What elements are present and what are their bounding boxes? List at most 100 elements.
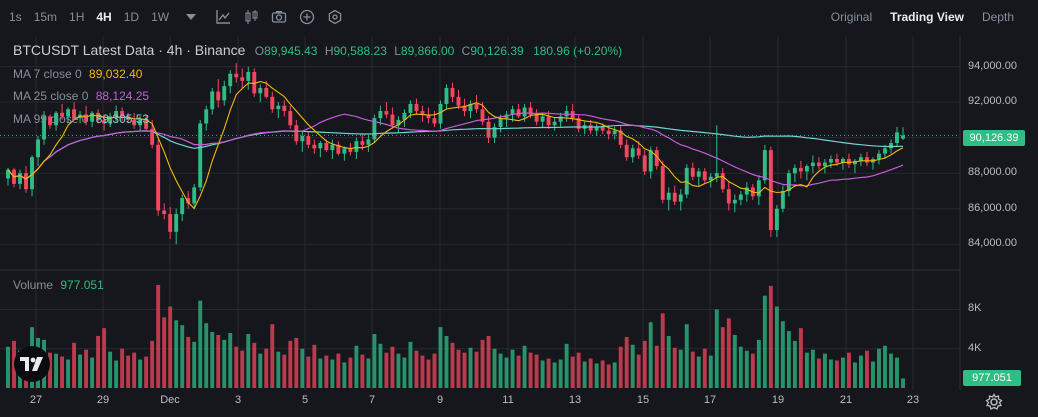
- last-price-badge: 90,126.39: [963, 130, 1025, 146]
- candle-body: [810, 162, 815, 167]
- volume-bar: [690, 351, 695, 388]
- timeframe-15m[interactable]: 15m: [33, 10, 58, 24]
- volume-bar: [895, 357, 899, 388]
- time-tick: 11: [502, 394, 514, 406]
- volume-bar: [354, 345, 359, 388]
- timeframe-1d[interactable]: 1D: [123, 10, 140, 24]
- candle-body: [558, 116, 563, 122]
- candle-body: [414, 103, 419, 112]
- candle-body: [889, 143, 893, 149]
- add-circle-icon[interactable]: [298, 8, 316, 26]
- volume-bar: [366, 358, 371, 388]
- volume-bar: [306, 356, 311, 388]
- candle-body: [895, 132, 899, 144]
- candle-body: [114, 111, 119, 117]
- candle-body: [468, 103, 473, 112]
- candle-body: [168, 214, 173, 232]
- volume-bar: [678, 349, 683, 388]
- candle-body: [846, 158, 851, 165]
- candle-body: [774, 208, 779, 231]
- candle-body: [546, 116, 551, 126]
- ma99-legend: MA 99 close 0 89,305.53: [13, 112, 149, 126]
- volume-bar: [66, 359, 71, 388]
- candle-body: [822, 162, 827, 167]
- candle-body: [666, 192, 671, 200]
- timeframe-1s[interactable]: 1s: [9, 10, 22, 24]
- volume-bar: [726, 318, 731, 388]
- volume-bar: [720, 327, 725, 388]
- candle-body: [384, 111, 389, 115]
- tradingview-logo[interactable]: [14, 346, 50, 382]
- view-original[interactable]: Original: [830, 10, 873, 24]
- volume-bar: [618, 346, 623, 388]
- candle-body: [360, 141, 365, 145]
- close-label: C: [461, 44, 471, 58]
- candle-body: [798, 167, 803, 172]
- candlestick-type-icon[interactable]: [242, 8, 260, 26]
- volume-bar: [384, 352, 389, 388]
- volume-bar: [342, 362, 347, 388]
- indicator-chart-icon[interactable]: [214, 8, 232, 26]
- candle-body: [588, 125, 593, 131]
- chevron-down-icon[interactable]: [182, 8, 200, 26]
- volume-bar: [859, 355, 863, 388]
- candle-body: [528, 107, 533, 115]
- candle-body: [252, 71, 257, 94]
- candle-body: [804, 166, 809, 172]
- volume-bar: [228, 333, 233, 388]
- volume-bar: [84, 349, 89, 388]
- candle-body: [180, 198, 185, 215]
- volume-bar: [420, 355, 425, 388]
- candle-body: [786, 173, 791, 191]
- high-value: 90,588.23: [333, 44, 387, 58]
- volume-bar: [162, 317, 167, 388]
- volume-bar: [438, 327, 443, 388]
- camera-icon[interactable]: [270, 8, 288, 26]
- candle-body: [372, 118, 377, 140]
- volume-bar: [132, 352, 137, 388]
- volume-bar: [318, 358, 323, 388]
- settings-hexagon-icon[interactable]: [326, 8, 344, 26]
- candle-body: [859, 157, 863, 161]
- view-trading-view[interactable]: Trading View: [890, 10, 964, 24]
- candle-body: [702, 171, 707, 181]
- ma7-value: 89,032.40: [89, 67, 143, 81]
- volume-bar: [60, 356, 65, 388]
- volume-bar: [300, 348, 305, 388]
- timeframe-1h[interactable]: 1H: [69, 10, 85, 24]
- volume-bar: [330, 359, 335, 388]
- volume-bar: [516, 355, 521, 388]
- volume-bar: [768, 285, 773, 388]
- candle-body: [792, 167, 797, 174]
- volume-bar: [456, 349, 461, 388]
- ma99-line: [7, 124, 904, 180]
- candle-body: [474, 103, 479, 110]
- time-tick: 17: [703, 394, 717, 406]
- candle-body: [726, 189, 731, 204]
- time-tick: 3: [234, 394, 242, 406]
- view-depth[interactable]: Depth: [981, 10, 1014, 24]
- gear-icon[interactable]: [985, 393, 1003, 411]
- volume-bar: [576, 352, 581, 388]
- timeframe-4h[interactable]: 4H: [96, 10, 112, 24]
- volume-bar: [174, 320, 179, 388]
- volume-bar: [852, 362, 857, 388]
- candle-body: [492, 127, 497, 138]
- time-tick: Dec: [160, 394, 180, 406]
- volume-bar: [312, 344, 317, 388]
- volume-bar: [822, 353, 827, 388]
- volume-bar: [294, 337, 299, 388]
- candle-body: [877, 153, 881, 159]
- volume-bar: [168, 306, 173, 388]
- volume-bar: [666, 335, 671, 388]
- volume-bar: [606, 364, 611, 388]
- volume-bar: [877, 348, 881, 388]
- open-value: 89,945.43: [264, 44, 318, 58]
- candle-body: [306, 135, 311, 145]
- volume-bar: [654, 345, 659, 388]
- timeframe-1w[interactable]: 1W: [151, 10, 170, 24]
- candle-body: [66, 109, 71, 117]
- volume-bar: [288, 340, 293, 388]
- candle-body: [738, 194, 743, 200]
